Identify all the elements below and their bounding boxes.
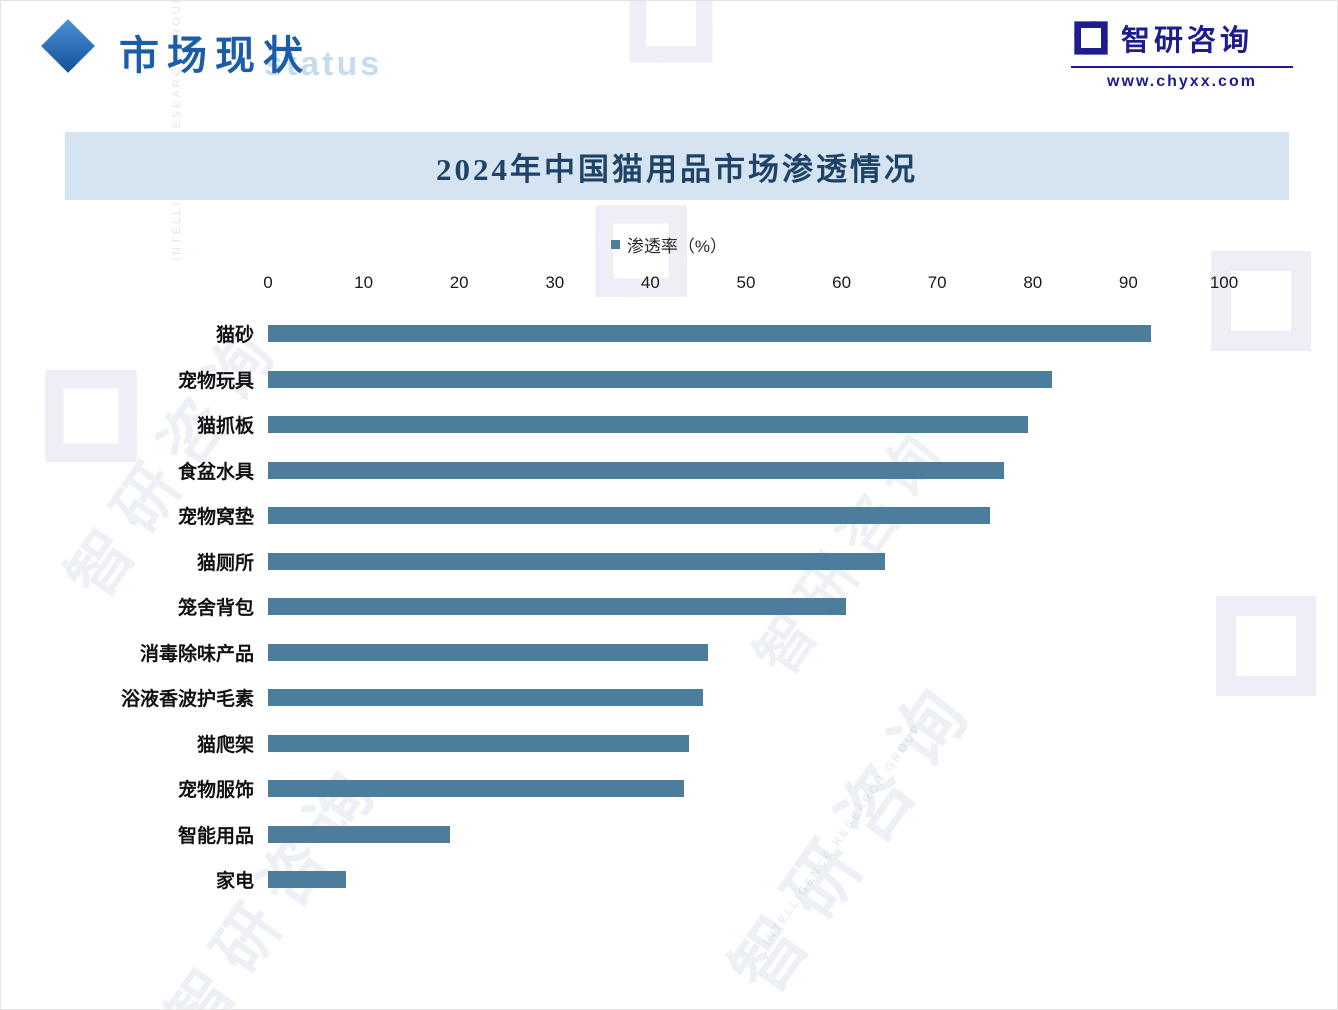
bar-row: 浴液香波护毛素 <box>13 675 1224 721</box>
bar-category-label: 智能用品 <box>177 825 254 847</box>
watermark-logo <box>1216 596 1316 696</box>
bar-track <box>268 598 1224 616</box>
bar-track <box>268 416 1224 434</box>
brand-logo-icon <box>1071 18 1111 58</box>
bar-track <box>268 780 1224 798</box>
bar-row: 智能用品 <box>13 812 1224 858</box>
chart-title: 2024年中国猫用品市场渗透情况 <box>436 151 918 187</box>
bar-category-label: 宠物玩具 <box>177 370 254 392</box>
x-tick-label: 20 <box>449 273 469 292</box>
bar <box>268 461 1005 479</box>
bar-track <box>268 370 1224 388</box>
bar-track <box>268 643 1224 661</box>
bar-row: 猫爬架 <box>13 721 1224 767</box>
bar-rows: 猫砂宠物玩具猫抓板食盆水具宠物窝垫猫厕所笼舍背包消毒除味产品浴液香波护毛素猫爬架… <box>13 311 1224 903</box>
legend-label: 渗透率（%） <box>626 237 728 256</box>
brand-divider <box>1071 66 1293 68</box>
bar <box>268 416 1029 434</box>
bar-track <box>268 552 1224 570</box>
x-tick-label: 60 <box>832 273 852 292</box>
bar <box>268 689 703 707</box>
bar <box>268 325 1152 343</box>
bar-track <box>268 507 1224 525</box>
bar <box>268 734 689 752</box>
chart-legend: 渗透率（%） <box>1 232 1337 257</box>
bar-category-label: 猫厕所 <box>196 552 254 574</box>
bar-track <box>268 689 1224 707</box>
bar <box>268 370 1052 388</box>
x-tick-label: 30 <box>545 273 565 292</box>
header-status-watermark: status <box>264 45 383 83</box>
x-tick-label: 100 <box>1209 273 1239 292</box>
bar-row: 宠物服饰 <box>13 766 1224 812</box>
brand-block: 智研咨询 www.chyxx.com <box>1071 17 1293 91</box>
bar <box>268 780 684 798</box>
bar-row: 猫抓板 <box>13 402 1224 448</box>
bar-track <box>268 325 1224 343</box>
bottom-accent-strip <box>1 0 1337 1</box>
bar-row: 消毒除味产品 <box>13 630 1224 676</box>
bar-category-label: 浴液香波护毛素 <box>120 689 254 711</box>
bar-track <box>268 734 1224 752</box>
bar <box>268 825 450 843</box>
bar-row: 宠物窝垫 <box>13 493 1224 539</box>
bar-category-label: 猫砂 <box>215 325 254 347</box>
chart-title-band: 2024年中国猫用品市场渗透情况 <box>65 132 1289 200</box>
brand-website: www.chyxx.com <box>1107 73 1257 90</box>
bar-category-label: 笼舍背包 <box>177 598 254 620</box>
bar <box>268 552 885 570</box>
x-tick-label: 90 <box>1118 273 1138 292</box>
legend-swatch <box>610 240 620 249</box>
bar-chart: 0 10 20 30 40 50 60 70 80 90 100 猫砂宠物玩具猫抓板食盆水具宠物窝垫… <box>13 273 1238 903</box>
bar-category-label: 猫抓板 <box>196 416 254 438</box>
diamond-icon <box>41 19 95 73</box>
x-tick-label: 10 <box>354 273 374 292</box>
bar-row: 宠物玩具 <box>13 357 1224 403</box>
bar-track <box>268 871 1224 889</box>
watermark-logo <box>629 1 713 63</box>
bar-track <box>268 825 1224 843</box>
bar-track <box>268 461 1224 479</box>
brand-name: 智研咨询 <box>1121 25 1254 57</box>
x-tick-label: 80 <box>1023 273 1043 292</box>
bar-category-label: 宠物服饰 <box>177 780 254 802</box>
bar-category-label: 消毒除味产品 <box>139 643 254 665</box>
bar <box>268 507 990 525</box>
x-tick-label: 50 <box>736 273 756 292</box>
bar-category-label: 食盆水具 <box>177 461 254 483</box>
bar-category-label: 宠物窝垫 <box>177 507 254 529</box>
x-tick-label: 0 <box>263 273 273 292</box>
bar-row: 猫砂 <box>13 311 1224 357</box>
x-tick-label: 70 <box>927 273 947 292</box>
bar-row: 家电 <box>13 857 1224 903</box>
bar <box>268 598 847 616</box>
page-title: 市场现状 <box>119 34 311 78</box>
x-tick-label: 40 <box>640 273 660 292</box>
bar-category-label: 猫爬架 <box>196 734 254 756</box>
bar-row: 食盆水具 <box>13 448 1224 494</box>
x-axis-ticks: 0 10 20 30 40 50 60 70 80 90 100 <box>263 273 1238 299</box>
bar <box>268 643 708 661</box>
bar-row: 猫厕所 <box>13 539 1224 585</box>
bar-row: 笼舍背包 <box>13 584 1224 630</box>
bar-category-label: 家电 <box>215 871 254 893</box>
bar <box>268 871 347 889</box>
